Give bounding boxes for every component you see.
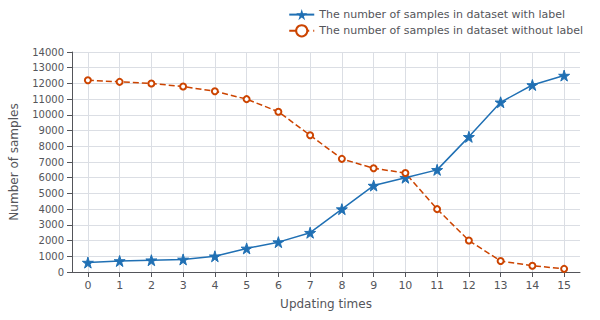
svg-text:7000: 7000 xyxy=(39,157,64,168)
svg-text:6: 6 xyxy=(275,279,282,292)
svg-text:3: 3 xyxy=(180,279,187,292)
svg-text:7: 7 xyxy=(307,279,314,292)
svg-text:5: 5 xyxy=(243,279,250,292)
svg-text:The number of samples in datas: The number of samples in dataset with la… xyxy=(318,8,565,21)
svg-text:11000: 11000 xyxy=(32,94,64,105)
svg-text:3000: 3000 xyxy=(39,219,64,230)
svg-text:14000: 14000 xyxy=(32,47,64,58)
svg-text:13: 13 xyxy=(494,279,508,292)
svg-text:0: 0 xyxy=(84,279,91,292)
svg-text:9: 9 xyxy=(370,279,377,292)
svg-text:8: 8 xyxy=(338,279,345,292)
svg-text:2: 2 xyxy=(148,279,155,292)
svg-text:10000: 10000 xyxy=(32,109,64,120)
svg-text:9000: 9000 xyxy=(39,125,64,136)
svg-text:2000: 2000 xyxy=(39,235,64,246)
svg-text:13000: 13000 xyxy=(32,62,64,73)
svg-text:12000: 12000 xyxy=(32,78,64,89)
svg-text:4: 4 xyxy=(211,279,218,292)
svg-text:10: 10 xyxy=(398,279,412,292)
svg-text:15: 15 xyxy=(557,279,571,292)
svg-text:6000: 6000 xyxy=(39,172,64,183)
svg-text:1: 1 xyxy=(116,279,123,292)
svg-text:5000: 5000 xyxy=(39,188,64,199)
svg-text:4000: 4000 xyxy=(39,204,64,215)
svg-text:0: 0 xyxy=(58,267,64,278)
svg-text:The number of samples in datas: The number of samples in dataset without… xyxy=(318,24,583,37)
svg-text:11: 11 xyxy=(430,279,444,292)
svg-text:14: 14 xyxy=(525,279,539,292)
svg-text:Number of samples: Number of samples xyxy=(7,103,21,220)
svg-text:12: 12 xyxy=(462,279,476,292)
svg-text:1000: 1000 xyxy=(39,251,64,262)
svg-text:8000: 8000 xyxy=(39,141,64,152)
svg-text:Updating times: Updating times xyxy=(280,297,372,311)
